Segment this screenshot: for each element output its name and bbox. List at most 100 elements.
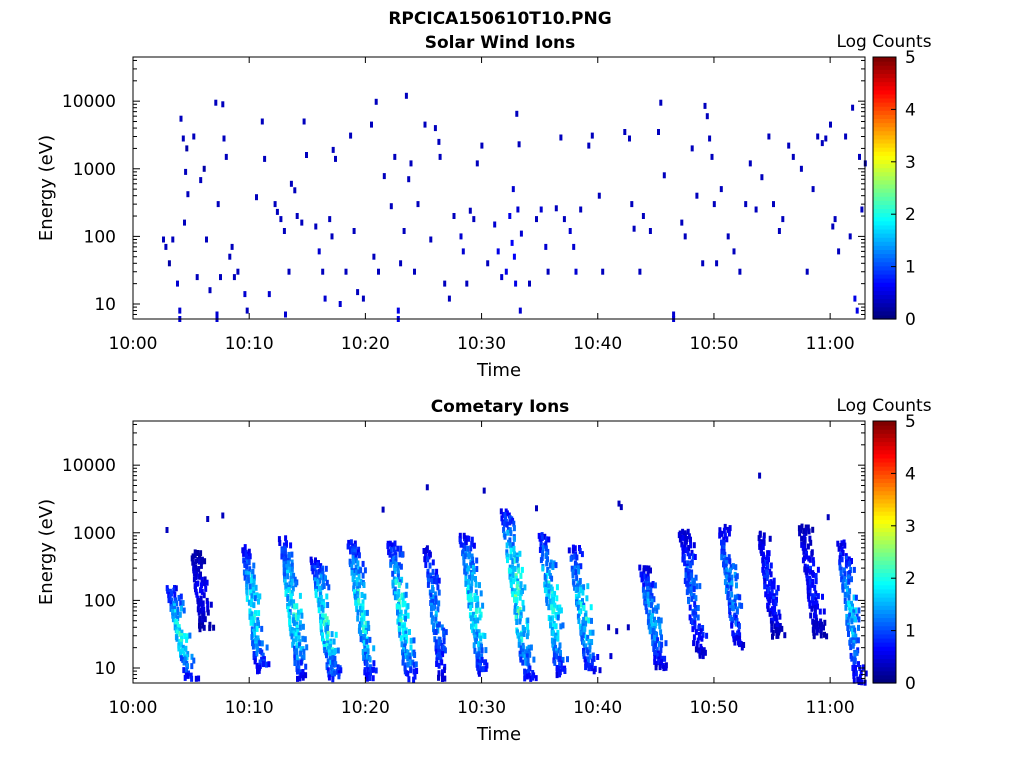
heatmap-cell <box>365 675 369 682</box>
heatmap-cell <box>353 548 357 555</box>
heatmap-cell <box>462 559 466 566</box>
heatmap-cell <box>355 591 359 598</box>
heatmap-cell <box>848 639 852 646</box>
heatmap-cell <box>389 547 393 553</box>
heatmap-cell <box>404 615 407 622</box>
heatmap-cell <box>558 604 562 611</box>
heatmap-cell <box>855 649 859 656</box>
heatmap-cell <box>578 623 582 630</box>
colorbar-segment <box>873 261 896 267</box>
colorbar-segment <box>873 61 896 66</box>
heatmap-cell <box>860 206 864 213</box>
colorbar-segment <box>873 65 896 70</box>
heatmap-cell <box>693 614 697 621</box>
heatmap-cell <box>586 583 590 590</box>
heatmap-cell <box>732 632 736 639</box>
heatmap-cell <box>251 569 255 575</box>
heatmap-cell <box>848 607 852 614</box>
heatmap-cell <box>393 560 397 567</box>
heatmap-cell <box>771 610 775 617</box>
heatmap-cell <box>190 653 194 660</box>
heatmap-cell <box>737 629 741 636</box>
heatmap-cell <box>313 577 317 584</box>
heatmap-cell <box>412 676 416 683</box>
heatmap-cell <box>205 597 209 604</box>
colorbar-segment <box>873 576 896 582</box>
heatmap-cell <box>406 670 410 677</box>
heatmap-cell <box>168 593 172 600</box>
heatmap-cell <box>302 118 306 125</box>
heatmap-cell <box>692 581 696 588</box>
colorbar-segment <box>873 81 896 87</box>
heatmap-cell <box>850 558 853 564</box>
heatmap-cell <box>519 632 523 639</box>
heatmap-cell <box>477 670 481 677</box>
heatmap-cell <box>558 671 561 678</box>
heatmap-cell <box>587 638 591 645</box>
heatmap-cell <box>539 206 543 213</box>
heatmap-cell <box>843 542 847 549</box>
heatmap-cell <box>692 586 696 593</box>
heatmap-cell <box>739 641 743 647</box>
heatmap-cell <box>357 569 361 576</box>
heatmap-cell <box>321 571 325 578</box>
heatmap-cell <box>241 547 245 554</box>
heatmap-cell <box>173 618 177 625</box>
heatmap-cell <box>265 661 268 668</box>
heatmap-cell <box>733 639 737 646</box>
heatmap-cell <box>214 99 218 106</box>
colorbar-segment <box>873 282 896 287</box>
heatmap-cell <box>558 662 562 669</box>
heatmap-cell <box>400 641 404 648</box>
heatmap-cell <box>413 268 416 275</box>
heatmap-cell <box>299 659 303 666</box>
heatmap-cell <box>431 568 435 575</box>
heatmap-cell <box>811 526 815 533</box>
heatmap-cell <box>474 623 478 630</box>
heatmap-cell <box>182 659 186 666</box>
colorbar-segment <box>873 278 896 283</box>
heatmap-cell <box>732 602 736 608</box>
heatmap-cell <box>658 653 662 659</box>
heatmap-cell <box>516 563 520 570</box>
heatmap-cell <box>590 132 594 139</box>
colorbar-segment <box>873 621 896 627</box>
heatmap-cell <box>431 598 435 605</box>
heatmap-cell <box>193 552 197 559</box>
heatmap-cell <box>475 566 479 572</box>
colorbar-segment <box>873 560 896 565</box>
colorbar-tick-label: 1 <box>905 258 916 278</box>
heatmap-cell <box>338 301 342 307</box>
heatmap-cell <box>774 614 778 621</box>
heatmap-cell <box>852 616 856 623</box>
heatmap-cell <box>822 624 825 631</box>
heatmap-cell <box>546 556 549 563</box>
heatmap-cell <box>200 604 204 611</box>
heatmap-cell <box>772 602 776 609</box>
heatmap-cell <box>839 543 843 549</box>
heatmap-cell <box>543 587 547 594</box>
heatmap-cell <box>587 142 591 149</box>
heatmap-cell <box>744 201 748 208</box>
heatmap-cell <box>416 201 420 208</box>
heatmap-cell <box>821 593 824 600</box>
heatmap-cell <box>511 186 515 193</box>
colorbar-segment <box>873 461 896 467</box>
heatmap-cell <box>816 566 820 573</box>
heatmap-cell <box>257 622 260 629</box>
heatmap-cell <box>402 228 406 234</box>
heatmap-cell <box>778 613 782 620</box>
heatmap-cell <box>850 655 854 662</box>
heatmap-cell <box>279 216 283 223</box>
heatmap-cell <box>769 571 773 578</box>
heatmap-cell <box>467 602 471 609</box>
heatmap-cell <box>838 555 842 562</box>
heatmap-cell <box>681 534 685 541</box>
y-tick-label: 10000 <box>62 456 116 476</box>
heatmap-cell <box>577 568 581 575</box>
heatmap-cell <box>694 611 698 618</box>
heatmap-cell <box>857 679 861 685</box>
heatmap-cell <box>399 635 403 642</box>
colorbar-segment <box>873 130 896 136</box>
heatmap-cell <box>334 155 337 162</box>
